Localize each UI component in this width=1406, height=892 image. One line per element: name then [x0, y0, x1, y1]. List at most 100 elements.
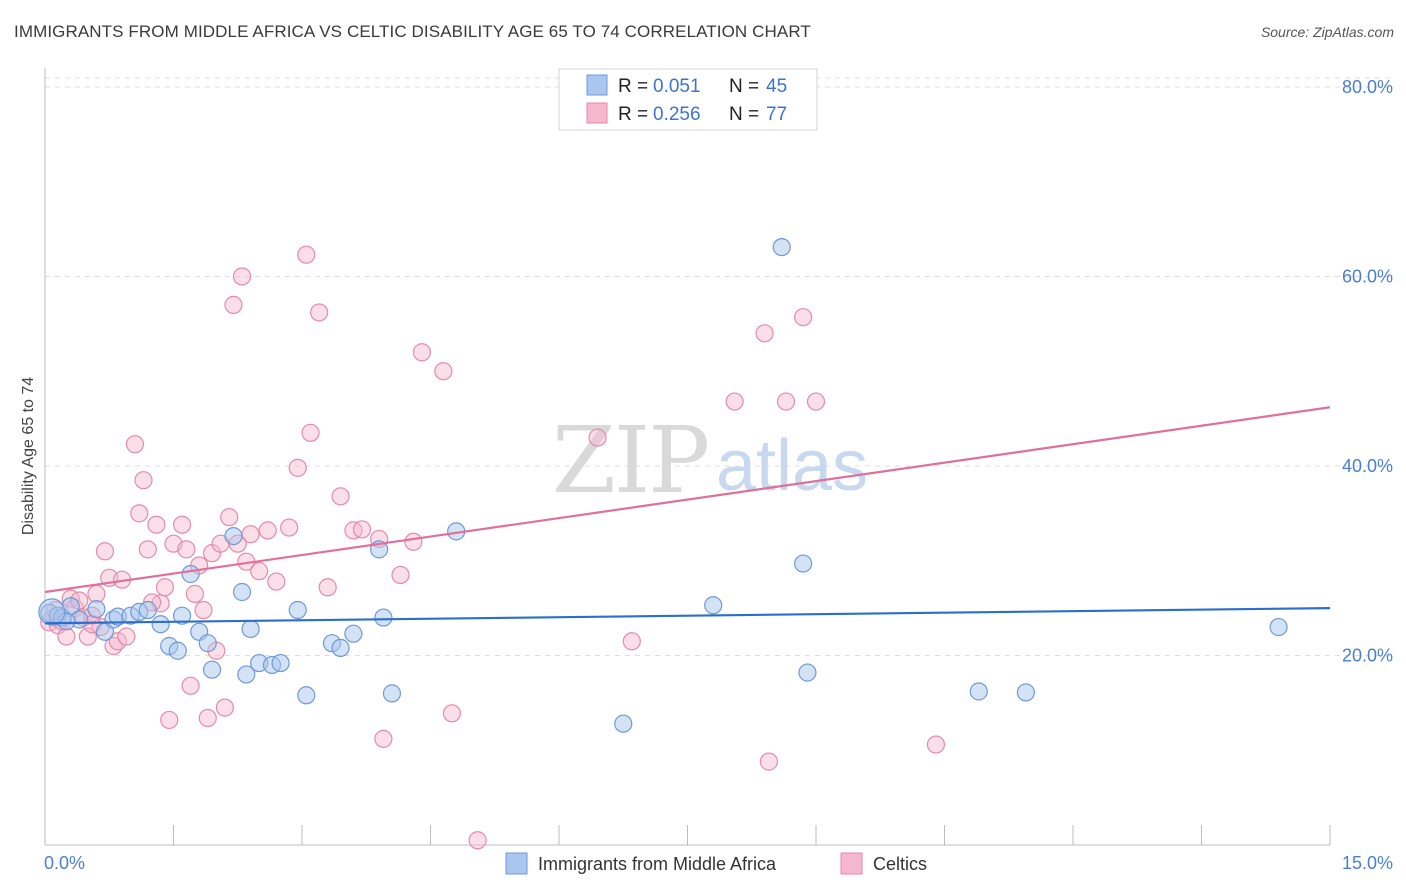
middle-africa-point-26 — [271, 653, 290, 673]
y-axis-label: Disability Age 65 to 74 — [20, 377, 37, 535]
celtics-point-51 — [331, 487, 350, 506]
watermark: ZIP atlas — [552, 407, 868, 514]
middle-africa-point-37 — [704, 596, 723, 615]
celtics-point-46 — [288, 458, 307, 477]
celtics-point-63 — [622, 632, 641, 651]
middle-africa-trend-line — [44, 607, 1331, 625]
celtics-point-26 — [172, 515, 192, 534]
middle-africa-point-15 — [172, 606, 192, 625]
watermark-atlas: atlas — [716, 426, 868, 506]
celtics-point-44 — [267, 572, 286, 591]
y-tick-label-3: 80.0% — [1342, 77, 1393, 97]
x-tick-labels: 0.0% 15.0% — [44, 853, 1393, 873]
celtics-point-36 — [220, 508, 239, 527]
celtics-point-59 — [434, 362, 453, 381]
middle-africa-point-42 — [1016, 683, 1035, 702]
celtics-point-41 — [241, 525, 260, 544]
celtics-point-28 — [181, 676, 200, 695]
middle-africa-point-39 — [794, 554, 813, 573]
celtics-point-48 — [301, 423, 320, 442]
celtics-point-27 — [177, 540, 196, 559]
celtics-point-16 — [117, 627, 136, 646]
celtics-point-57 — [404, 532, 423, 551]
celtics-point-69 — [806, 392, 826, 411]
celtics-point-55 — [374, 729, 393, 748]
celtics-point-49 — [310, 303, 329, 322]
celtics-point-50 — [318, 578, 337, 597]
celtics-point-66 — [759, 752, 778, 771]
stats-legend-r-value-2: 0.256 — [653, 104, 701, 125]
celtics-point-65 — [755, 324, 774, 343]
stats-legend: R = 0.051 N = 45 R = 0.256 N = 77 — [558, 68, 818, 131]
watermark-zip: ZIP — [552, 407, 708, 514]
celtics-point-3 — [57, 627, 76, 646]
celtics-point-29 — [185, 584, 205, 603]
celtics-point-31 — [194, 600, 213, 620]
stats-legend-n-label-1: N = — [729, 76, 759, 97]
series-legend: Immigrants from Middle Africa Celtics — [505, 852, 927, 875]
stats-legend-n-label-2: N = — [729, 104, 759, 125]
stats-legend-n-value-1: 45 — [766, 76, 787, 97]
stats-legend-r-label-2: R = — [618, 104, 648, 125]
celtics-point-37 — [224, 295, 243, 314]
celtics-point-60 — [442, 704, 462, 723]
celtics-point-32 — [198, 708, 217, 728]
middle-africa-point-18 — [198, 634, 217, 653]
stats-legend-swatch-blue — [586, 74, 608, 96]
celtics-point-11 — [95, 542, 115, 561]
celtics-point-58 — [412, 343, 432, 362]
celtics-point-43 — [258, 521, 277, 540]
celtics-point-35 — [215, 698, 234, 717]
middle-africa-point-28 — [297, 686, 316, 705]
celtics-point-14 — [108, 632, 127, 651]
celtics-point-17 — [125, 435, 145, 454]
middle-africa-point-22 — [237, 665, 256, 684]
stats-legend-n-value-2: 77 — [766, 104, 787, 125]
y-tick-label-2: 60.0% — [1342, 266, 1393, 286]
celtics-point-24 — [160, 710, 179, 730]
middle-africa-point-43 — [1269, 617, 1288, 637]
celtics-point-67 — [776, 392, 796, 411]
middle-africa-point-19 — [202, 660, 222, 679]
trend-lines — [44, 406, 1331, 625]
middle-africa-point-36 — [614, 714, 633, 733]
chart-title: IMMIGRANTS FROM MIDDLE AFRICA VS CELTIC … — [14, 22, 811, 41]
middle-africa-point-31 — [344, 624, 363, 643]
y-tick-label-1: 40.0% — [1342, 456, 1393, 476]
middle-africa-point-21 — [232, 582, 252, 602]
celtics-point-61 — [468, 831, 487, 850]
celtics-point-21 — [147, 515, 166, 534]
middle-africa-points — [38, 237, 1288, 733]
celtics-point-68 — [794, 308, 813, 327]
middle-africa-point-12 — [151, 615, 170, 634]
source-label: Source: ZipAtlas.com — [1260, 24, 1394, 40]
x-tick-label-0: 0.0% — [44, 853, 85, 873]
middle-africa-point-40 — [798, 663, 817, 682]
middle-africa-point-11 — [138, 600, 157, 620]
x-tick-label-1: 15.0% — [1342, 853, 1393, 873]
legend-label-middle-africa: Immigrants from Middle Africa — [538, 854, 777, 874]
stats-legend-r-value-1: 0.051 — [653, 76, 701, 97]
middle-africa-point-33 — [374, 608, 393, 627]
middle-africa-point-41 — [969, 682, 988, 701]
celtics-point-70 — [926, 735, 946, 754]
axes — [44, 68, 1331, 846]
celtics-point-62 — [588, 428, 607, 447]
y-tick-labels: 20.0% 40.0% 60.0% 80.0% — [1342, 77, 1393, 666]
middle-africa-point-34 — [382, 684, 402, 703]
celtics-points — [40, 245, 946, 850]
middle-africa-point-30 — [331, 638, 350, 658]
middle-africa-point-14 — [168, 641, 187, 660]
celtics-point-47 — [297, 245, 316, 264]
y-tick-label-0: 20.0% — [1342, 645, 1393, 665]
celtics-point-53 — [352, 520, 372, 539]
stats-legend-r-label-1: R = — [618, 76, 648, 97]
celtics-point-56 — [391, 565, 410, 585]
celtics-point-18 — [130, 504, 149, 523]
celtics-point-20 — [138, 540, 157, 559]
celtics-point-64 — [725, 392, 744, 411]
legend-swatch-middle-africa — [505, 852, 528, 875]
middle-africa-point-cluster — [38, 598, 66, 626]
celtics-point-23 — [155, 578, 175, 597]
